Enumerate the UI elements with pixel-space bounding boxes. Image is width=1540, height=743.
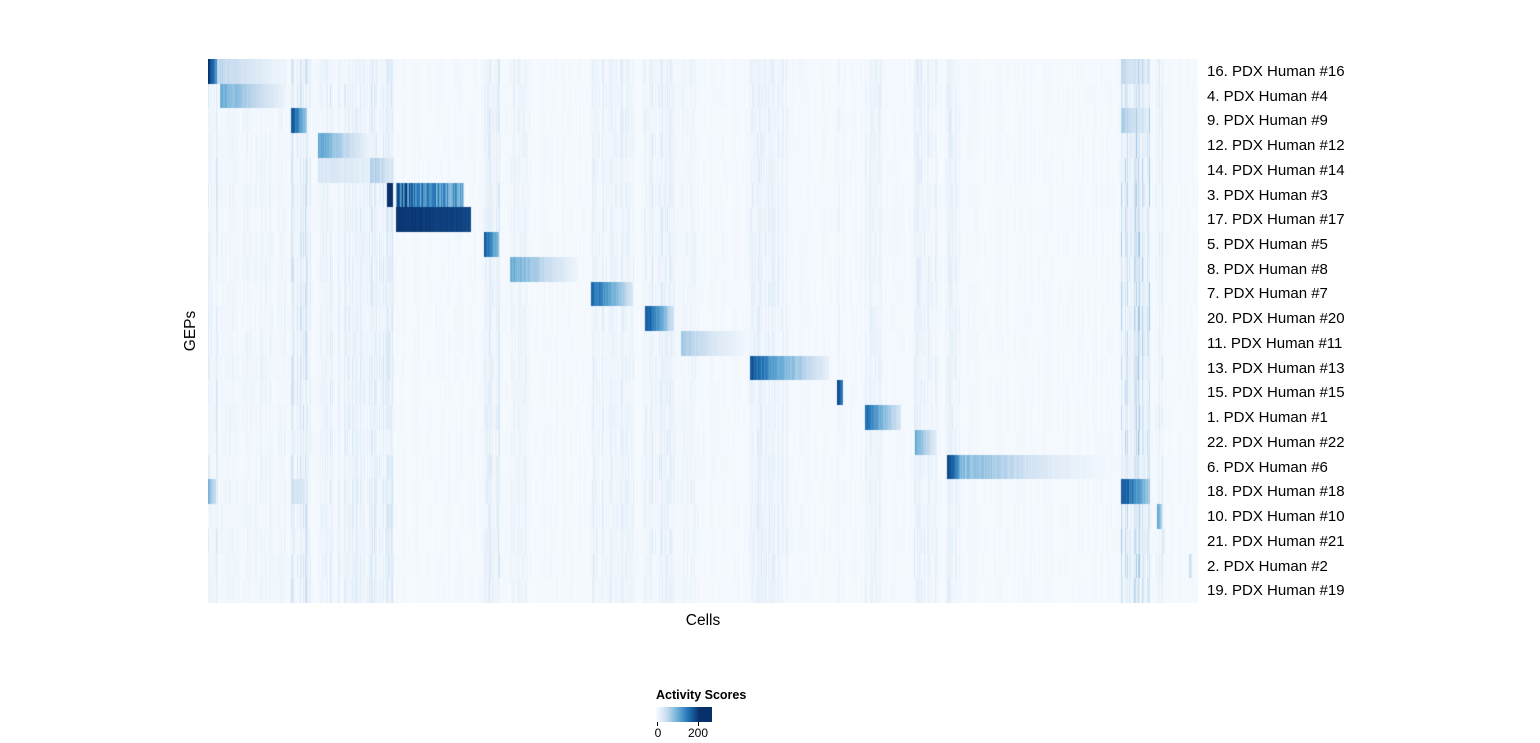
legend-tickmark-200	[698, 722, 699, 726]
legend: Activity Scores 0 200	[654, 688, 766, 740]
legend-colorbar	[656, 707, 712, 722]
legend-tick-label-0: 0	[654, 726, 662, 740]
legend-title: Activity Scores	[656, 688, 747, 702]
row-label: 3. PDX Human #3	[1207, 186, 1328, 204]
legend-colorbar-wrap	[656, 707, 712, 726]
x-axis-label: Cells	[685, 612, 721, 629]
row-label: 6. PDX Human #6	[1207, 458, 1328, 476]
row-label: 4. PDX Human #4	[1207, 87, 1328, 105]
row-label: 13. PDX Human #13	[1207, 359, 1345, 377]
y-axis-label: GEPs	[182, 310, 199, 352]
row-label: 12. PDX Human #12	[1207, 137, 1345, 155]
row-label: 17. PDX Human #17	[1207, 211, 1345, 229]
row-label: 11. PDX Human #11	[1207, 334, 1343, 352]
row-label: 15. PDX Human #15	[1207, 384, 1345, 402]
row-label: 18. PDX Human #18	[1207, 483, 1345, 501]
row-label: 14. PDX Human #14	[1207, 161, 1345, 179]
row-label: 19. PDX Human #19	[1207, 582, 1345, 600]
row-label: 22. PDX Human #22	[1207, 433, 1345, 451]
legend-tick-label-200: 200	[687, 726, 709, 740]
row-label: 10. PDX Human #10	[1207, 508, 1345, 526]
row-labels: 16. PDX Human #16 4. PDX Human #4 9. PDX H…	[1207, 59, 1407, 603]
row-label: 21. PDX Human #21	[1207, 532, 1345, 550]
heatmap-canvas	[208, 59, 1198, 603]
row-label: 5. PDX Human #5	[1207, 236, 1328, 253]
legend-ticks: 0 200	[654, 726, 712, 740]
row-label: 9. PDX Human #9	[1207, 112, 1328, 130]
legend-tickmark-0	[657, 722, 658, 726]
row-label: 7. PDX Human #7	[1207, 285, 1328, 303]
row-label: 1. PDX Human #1	[1207, 409, 1328, 427]
row-label: 8. PDX Human #8	[1207, 260, 1328, 278]
row-label: 16. PDX Human #16	[1207, 62, 1345, 80]
row-label: 20. PDX Human #20	[1207, 310, 1345, 328]
row-label: 2. PDX Human #2	[1207, 557, 1328, 575]
